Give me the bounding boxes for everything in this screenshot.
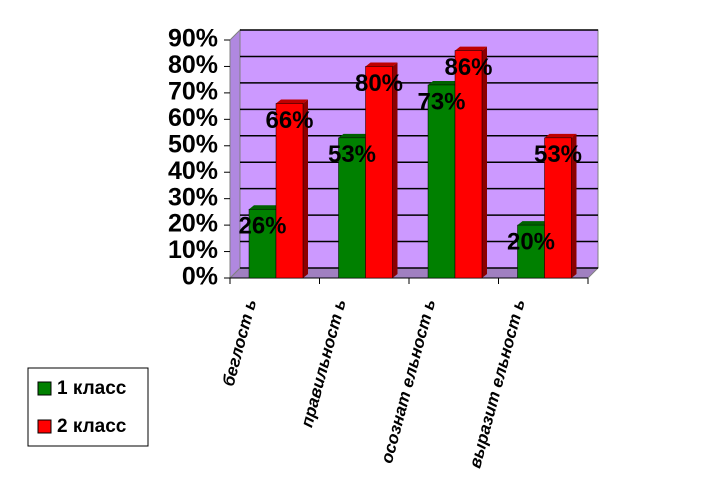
bar-side bbox=[303, 99, 308, 278]
legend-swatch bbox=[37, 381, 52, 396]
bar bbox=[544, 137, 572, 279]
legend-label: 2 класс bbox=[57, 416, 127, 437]
bar bbox=[248, 208, 277, 279]
bar-top bbox=[365, 62, 398, 67]
legend-label: 1 класс bbox=[57, 378, 127, 399]
x-tick-label: беглост ь bbox=[219, 297, 260, 388]
x-tick-label: осознат ельност ь bbox=[377, 297, 439, 465]
value-label: 73% bbox=[417, 88, 465, 115]
bar-side bbox=[392, 62, 398, 278]
y-tick-label: 30% bbox=[168, 183, 218, 211]
value-label: 86% bbox=[444, 54, 492, 81]
y-tick-label: 20% bbox=[168, 210, 218, 238]
legend-swatch bbox=[37, 419, 52, 434]
bar-top bbox=[517, 221, 550, 226]
y-tick-label: 80% bbox=[168, 51, 218, 79]
bar-top bbox=[455, 46, 487, 51]
bar bbox=[275, 103, 304, 279]
bar-side bbox=[482, 46, 487, 279]
bar bbox=[454, 50, 483, 279]
y-tick-label: 40% bbox=[168, 157, 218, 185]
value-label: 80% bbox=[355, 70, 403, 97]
bar-top bbox=[276, 99, 308, 104]
bar bbox=[427, 84, 456, 279]
bar bbox=[517, 224, 545, 279]
y-tick-label: 10% bbox=[168, 236, 218, 264]
y-tick-label: 0% bbox=[182, 263, 218, 291]
y-tick-label: 90% bbox=[168, 25, 218, 53]
bar bbox=[338, 137, 366, 279]
y-tick-label: 50% bbox=[168, 130, 218, 158]
bar-top bbox=[428, 80, 460, 85]
y-tick-label: 60% bbox=[168, 104, 218, 132]
bar bbox=[365, 66, 393, 279]
bar-top bbox=[544, 133, 577, 138]
value-label: 20% bbox=[507, 228, 555, 255]
bar-top bbox=[338, 133, 371, 138]
value-label: 66% bbox=[265, 107, 313, 134]
x-tick-label: правильност ь bbox=[297, 297, 349, 429]
value-label: 53% bbox=[328, 141, 376, 168]
value-label: 53% bbox=[534, 141, 582, 168]
value-label: 26% bbox=[238, 213, 286, 240]
x-tick-label: выразит ельност ь bbox=[465, 297, 528, 470]
y-tick-label: 70% bbox=[168, 77, 218, 105]
plot-side bbox=[229, 28, 241, 280]
bar-side bbox=[571, 133, 577, 278]
bar-top bbox=[249, 205, 281, 210]
